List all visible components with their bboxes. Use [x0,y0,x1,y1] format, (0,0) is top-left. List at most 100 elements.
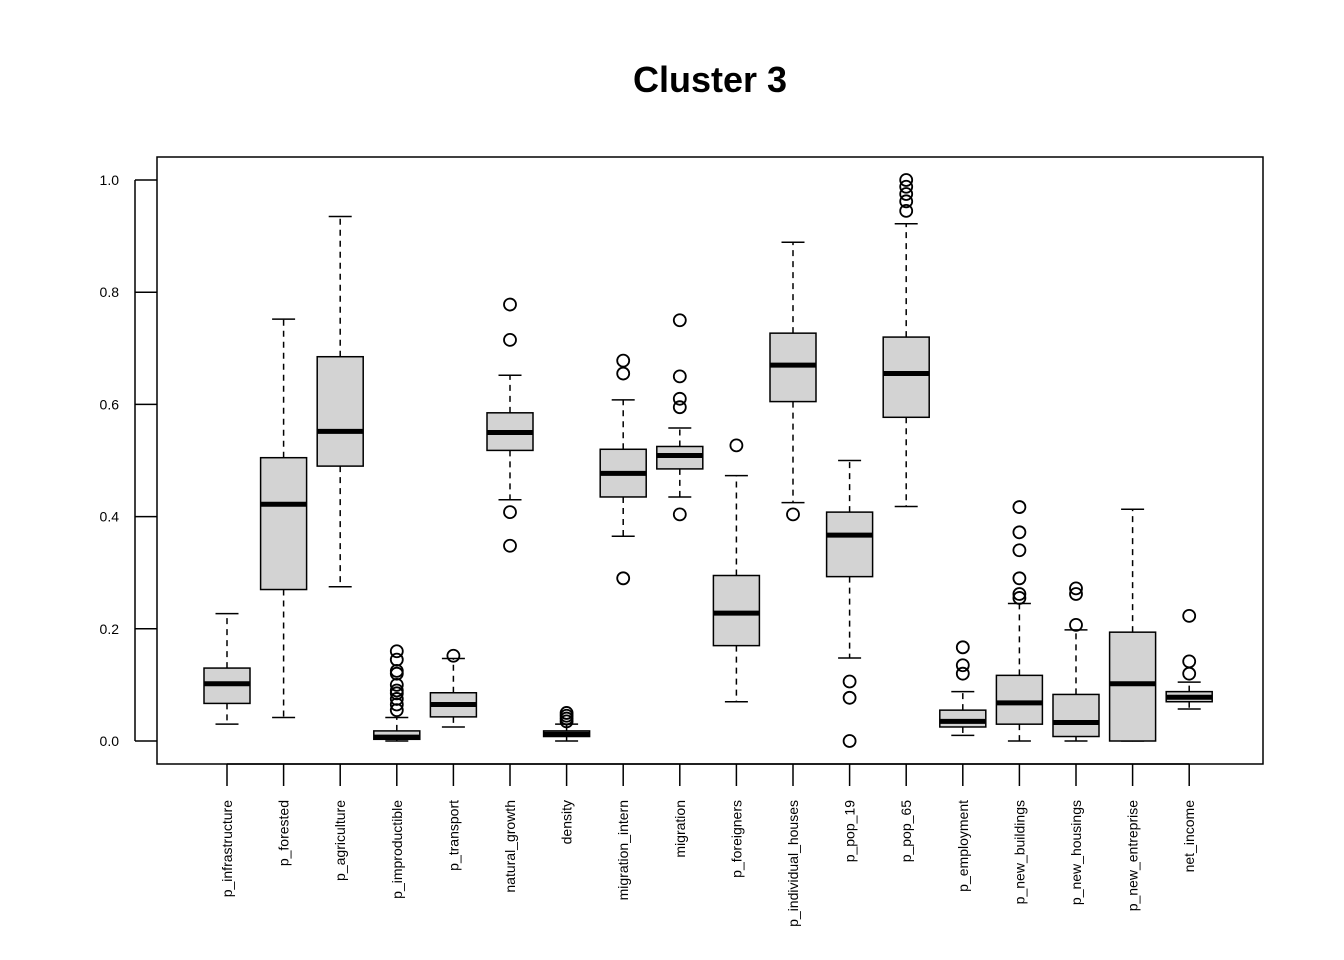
x-tick-label: p_pop_19 [842,800,858,863]
y-tick-label: 1.0 [100,172,120,188]
iqr-box [939,709,987,728]
outlier-point [899,203,914,218]
outlier-point [1012,587,1027,601]
outlier-point [503,297,517,312]
x-tick-label: p_transport [445,800,461,871]
outlier-point [389,663,404,678]
iqr-box [995,674,1044,725]
x-tick-label: p_forested [276,800,292,866]
outlier-point [672,507,687,522]
iqr-box [1052,693,1100,738]
outlier-point [842,674,857,689]
outlier-point [1012,571,1027,586]
box-p_pop_65 [882,173,930,508]
x-tick-label: migration [672,800,688,858]
outlier-point [389,666,404,681]
outlier-point [616,366,631,381]
outlier-point [729,438,744,453]
outlier-point [1069,587,1083,601]
outlier-point [672,400,687,415]
outlier-point [503,538,517,553]
iqr-box [825,511,874,578]
x-axis: p_infrastructure p_forested p_agriculture p… [219,763,1197,927]
box-p_infrastructure [203,612,251,725]
box-p_agriculture [316,215,364,588]
box-net_income [1165,608,1213,710]
outlier-point [389,683,404,698]
y-tick-label: 0.2 [100,621,120,637]
box-p_foreigners [712,438,761,703]
outlier-point [1012,525,1027,540]
x-tick-label: net_income [1181,800,1197,873]
boxes-group [203,173,1213,748]
y-tick-label: 0.6 [100,396,120,412]
box-p_new_entreprise [1108,508,1157,742]
box-p_pop_19 [825,459,874,748]
x-tick-label: density [559,800,575,844]
iqr-box [712,574,761,647]
y-axis: 0.0 0.2 0.4 0.6 0.8 1.0 [100,172,157,749]
box-p_new_housings [1052,581,1100,742]
box-p_forested [259,318,308,719]
outlier-point [389,644,404,659]
outlier-point [1182,608,1197,623]
x-tick-label: p_new_entreprise [1125,800,1141,912]
iqr-box [316,355,364,467]
x-tick-label: p_infrastructure [219,800,235,897]
outlier-point [446,648,461,663]
outlier-point [616,353,631,368]
outlier-point [899,187,914,201]
y-tick-label: 0.0 [100,733,120,749]
y-tick-label: 0.4 [100,509,120,525]
x-tick-label: migration_intern [615,800,631,900]
box-migration [656,313,704,522]
outlier-point [559,706,574,720]
box-p_improductible [373,644,421,742]
box-density [542,706,591,742]
box-p_individual_houses [769,241,817,522]
outlier-point [786,507,800,522]
x-tick-label: p_pop_65 [898,800,914,863]
outlier-point [1012,591,1027,605]
outlier-point [899,179,914,194]
outlier-point [955,640,970,655]
y-tick-label: 0.8 [100,284,120,300]
chart-title: Cluster 3 [633,59,787,100]
x-tick-label: p_new_buildings [1011,800,1027,904]
outlier-point [955,666,970,681]
outlier-point [672,313,687,328]
outlier-point [899,173,914,187]
iqr-box [259,456,308,591]
outlier-point [389,692,404,706]
box-p_employment [939,640,987,737]
outlier-point [616,571,631,586]
outlier-point [899,194,914,209]
outlier-point [1182,654,1197,669]
outlier-point [955,658,970,673]
x-tick-label: p_improductible [389,800,405,899]
outlier-point [842,690,857,705]
box-migration_intern [599,353,647,586]
box-natural_growth [486,297,534,553]
outlier-point [1069,581,1083,596]
box-p_transport [429,648,478,728]
x-tick-label: p_individual_houses [785,800,801,927]
box-p_new_buildings [995,500,1044,742]
outlier-point [672,391,687,406]
outlier-point [1069,617,1083,632]
outlier-point [1182,666,1197,681]
iqr-box [882,336,930,419]
x-tick-label: natural_growth [502,800,518,893]
outlier-point [842,734,857,748]
outlier-point [1012,543,1027,558]
outlier-point [503,505,517,520]
outlier-point [389,652,404,667]
outlier-point [503,332,517,347]
x-tick-label: p_new_housings [1068,800,1084,905]
outlier-point [1012,500,1027,514]
x-tick-label: p_foreigners [728,800,744,878]
x-tick-label: p_agriculture [332,800,348,881]
outlier-point [672,369,687,384]
x-tick-label: p_employment [955,800,971,892]
